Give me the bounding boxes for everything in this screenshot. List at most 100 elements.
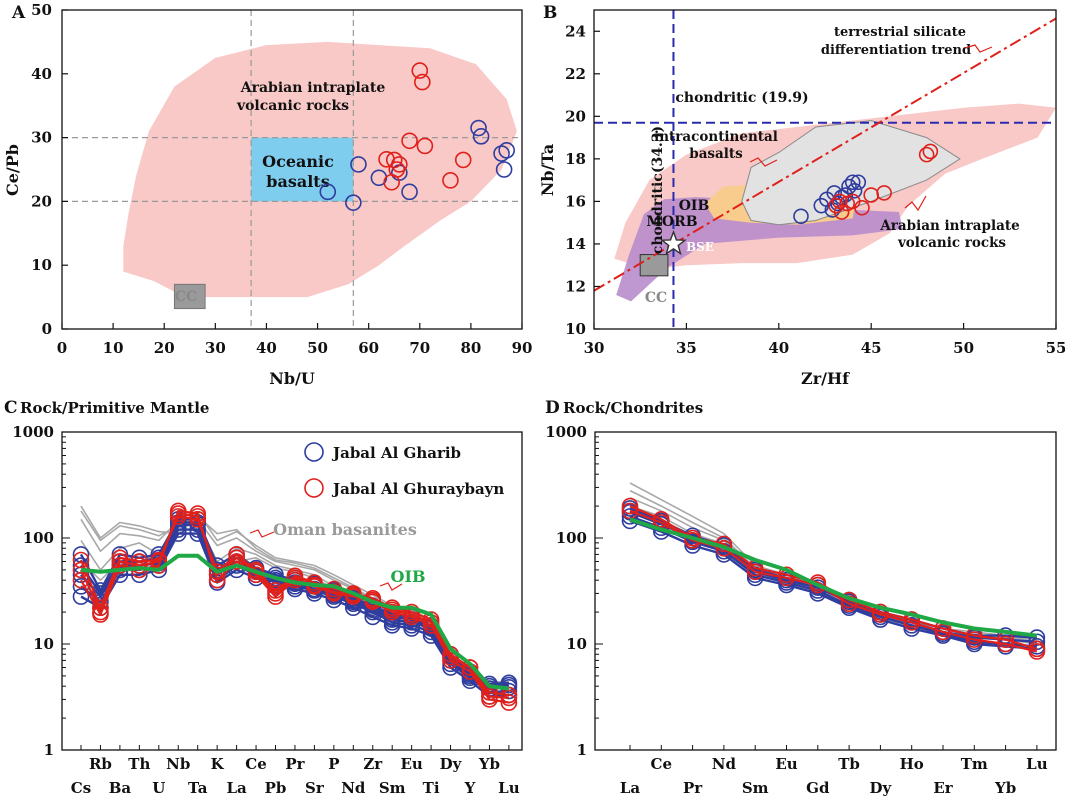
series-line-c-oib xyxy=(80,553,510,691)
element-label-d: Ce xyxy=(651,755,672,773)
point-a-gharib xyxy=(401,183,418,201)
element-label-c: Y xyxy=(464,779,476,797)
cc-label-a: CC xyxy=(175,289,197,305)
element-label-c: Pr xyxy=(285,755,305,773)
marker-c-ghuraybayn xyxy=(228,546,245,563)
marker-c-ghuraybayn xyxy=(208,563,226,581)
marker-d-ghuraybayn xyxy=(1028,640,1046,658)
x-tick-label-a: 50 xyxy=(307,339,328,357)
y-tick-label-c: 10 xyxy=(33,635,54,653)
legend-label-ghuraybayn: Jabal Al Ghuraybayn xyxy=(331,480,504,498)
y-tick-label-d: 100 xyxy=(556,529,587,547)
series-line-c-gharib xyxy=(80,532,509,698)
point-a-gharib xyxy=(345,194,362,211)
marker-d-gharib xyxy=(1028,629,1046,646)
plot-frame-b xyxy=(593,9,1057,330)
point-b-ghuraybayn xyxy=(876,185,892,201)
differentiation-trend-line xyxy=(593,17,1057,292)
y-tick-label-a: 40 xyxy=(31,65,52,83)
y-tick-label-d: 10 xyxy=(566,635,587,653)
y-tick-label-a: 20 xyxy=(31,192,52,210)
morb-field xyxy=(616,197,903,302)
marker-c-ghuraybayn xyxy=(461,659,479,676)
marker-d-ghuraybayn xyxy=(965,631,983,648)
element-label-c: Nb xyxy=(166,755,190,773)
marker-c-ghuraybayn xyxy=(344,585,362,602)
point-b-ghuraybayn xyxy=(918,146,935,163)
marker-d-ghuraybayn xyxy=(621,497,639,515)
y-tick-label-d: 1 xyxy=(577,741,587,759)
point-a-gharib xyxy=(495,161,513,178)
y-tick-label-a: 50 xyxy=(31,1,52,19)
marker-d-ghuraybayn xyxy=(621,502,639,520)
bse-star xyxy=(660,229,687,256)
y-tick-label-a: 30 xyxy=(31,129,52,147)
y-tick-label-c: 100 xyxy=(23,529,54,547)
element-label-c: Sr xyxy=(305,779,325,797)
intracontinental-field xyxy=(741,120,961,226)
element-label-c: P xyxy=(328,755,339,773)
marker-d-ghuraybayn xyxy=(997,635,1014,653)
plot-frame-a xyxy=(61,9,523,330)
element-label-d: Tm xyxy=(961,755,988,773)
point-a-ghuraybayn xyxy=(401,132,418,150)
element-label-d: Dy xyxy=(870,779,893,797)
point-a-ghuraybayn xyxy=(454,151,472,169)
point-b-gharib xyxy=(793,208,809,225)
element-label-d: Pr xyxy=(683,779,703,797)
series-line-c-ghuraybayn xyxy=(80,509,510,704)
marker-c-ghuraybayn xyxy=(189,511,206,528)
x-tick-label-a: 40 xyxy=(256,339,277,357)
cc-box-b xyxy=(639,254,669,277)
element-label-d: Tb xyxy=(838,755,860,773)
plot-frame-c xyxy=(61,431,523,751)
x-tick-label-b: 35 xyxy=(676,339,697,357)
y-tick-label-c: 1 xyxy=(44,741,54,759)
marker-c-ghuraybayn xyxy=(267,582,284,599)
y-axis-title-b: Nb/Ta xyxy=(538,144,557,196)
series-line-d-oman xyxy=(629,482,1038,641)
element-label-d: Gd xyxy=(806,779,830,797)
point-a-gharib xyxy=(493,145,510,162)
marker-c-ghuraybayn xyxy=(72,551,90,569)
marker-c-ghuraybayn xyxy=(92,603,109,621)
point-a-ghuraybayn xyxy=(442,172,459,189)
morb-label: MORB xyxy=(646,214,697,230)
element-label-d: Lu xyxy=(1026,755,1048,773)
point-a-ghuraybayn xyxy=(385,151,403,169)
element-label-c: Dy xyxy=(440,755,463,773)
chart-title-c: Rock/Primitive Mantle xyxy=(20,399,209,417)
intracont-label-1: intracontinental xyxy=(654,129,778,145)
x-tick-label-a: 20 xyxy=(154,339,175,357)
element-label-c: Eu xyxy=(400,755,422,773)
trend-label-1: terrestrial silicate xyxy=(834,25,966,40)
point-b-ghuraybayn xyxy=(922,143,939,160)
element-label-c: Sm xyxy=(379,779,406,797)
marker-c-ghuraybayn xyxy=(500,694,518,711)
series-line-d-oman xyxy=(629,489,1037,643)
x-tick-label-b: 55 xyxy=(1046,339,1065,357)
point-a-gharib xyxy=(472,128,490,145)
y-axis-title-a: Ce/Pb xyxy=(3,144,22,196)
point-a-gharib xyxy=(470,119,487,137)
point-b-gharib xyxy=(846,182,863,199)
marker-c-ghuraybayn xyxy=(131,557,148,574)
legend-marker-gharib xyxy=(304,442,324,462)
marker-d-ghuraybayn xyxy=(872,603,889,621)
element-label-d: Yb xyxy=(994,779,1016,797)
element-label-c: Th xyxy=(128,755,150,773)
y-tick-label-b: 22 xyxy=(565,65,586,83)
trend-label-2: differentiation trend xyxy=(821,43,971,58)
marker-c-ghuraybayn xyxy=(92,599,109,617)
panel-label-c: C xyxy=(4,398,18,418)
element-label-c: Yb xyxy=(478,755,500,773)
element-label-d: Eu xyxy=(775,755,797,773)
marker-d-ghuraybayn xyxy=(652,511,670,528)
series-line-d-ghuraybayn xyxy=(629,509,1038,653)
x-tick-label-a: 80 xyxy=(460,339,481,357)
y-tick-label-b: 18 xyxy=(565,150,586,168)
chondritic-343-label: chondritic(34.3) xyxy=(650,126,666,254)
element-label-d: Sm xyxy=(742,779,769,797)
arabian-label-b-1: Arabian intraplate xyxy=(879,218,1019,234)
element-label-c: Nd xyxy=(341,779,366,797)
